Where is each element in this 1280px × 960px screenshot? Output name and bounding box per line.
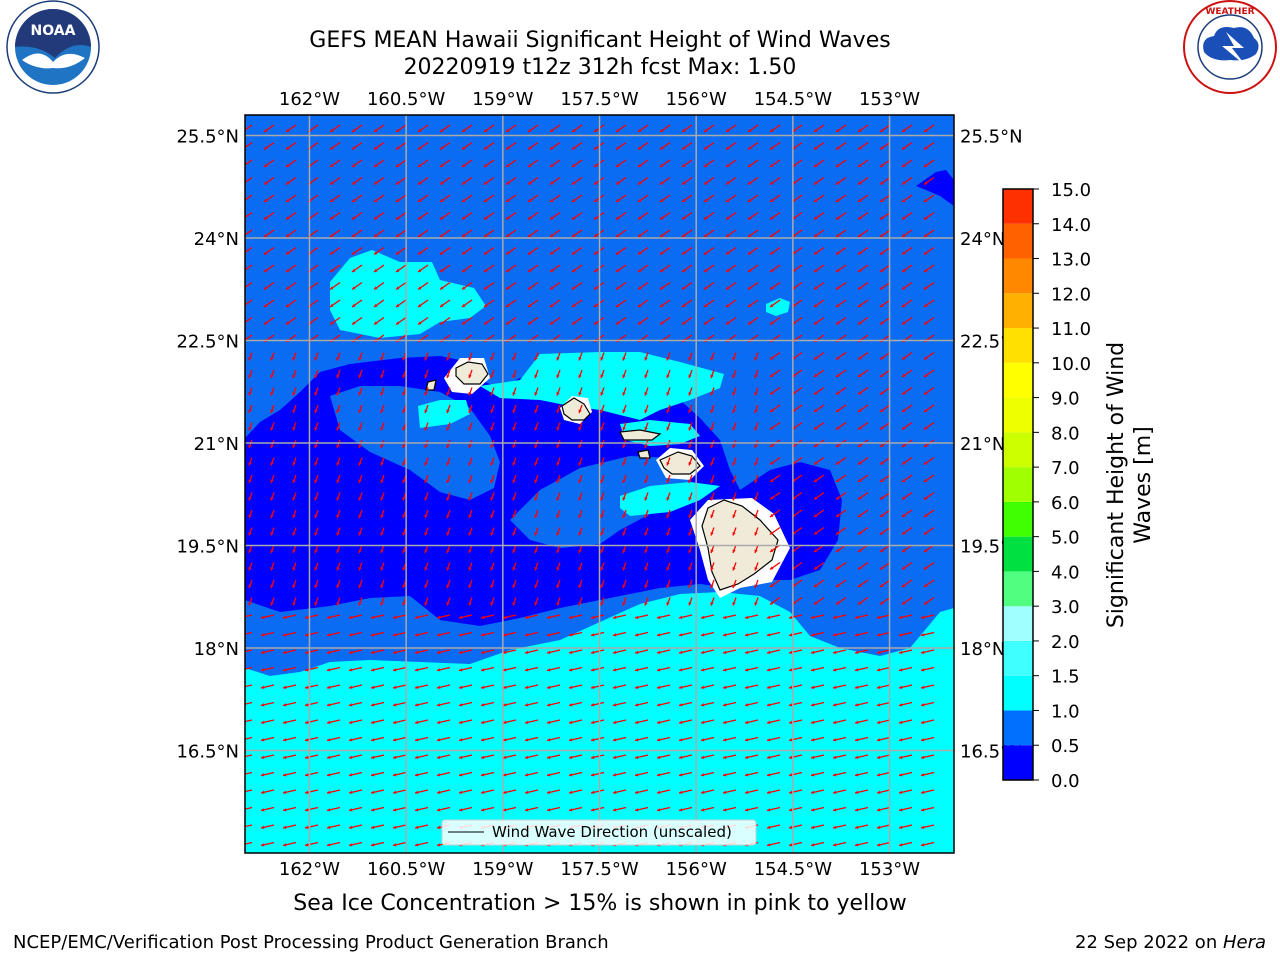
lon-label-top-5: 154.5°W — [754, 89, 833, 110]
colorbar-tick-15: 13.0 — [1051, 250, 1091, 271]
lon-label-bottom-2: 159°W — [472, 859, 533, 880]
wave-region-cyan-kauai-south — [418, 400, 470, 428]
colorbar-segment-9 — [1003, 432, 1033, 468]
colorbar-segment-8 — [1003, 467, 1033, 502]
colorbar-segment-4 — [1003, 606, 1033, 641]
wave-region-cyan-oahu — [480, 352, 724, 420]
colorbar-tick-17: 15.0 — [1051, 180, 1091, 201]
graticule — [245, 115, 954, 853]
wave-region-dark-blue-northeast — [916, 170, 954, 206]
chart-subtitle: 20220919 t12z 312h fcst Max: 1.50 — [403, 55, 797, 80]
colorbar-segment-1 — [1003, 710, 1033, 746]
lon-label-top-1: 160.5°W — [367, 89, 446, 110]
wave-region-cyan-kauai-north — [330, 250, 486, 338]
colorbar: 0.0 0.5 1.0 1.5 2.0 3.0 4.0 5.0 6.0 7.0 8.0 9.0 10.0… — [1002, 180, 1091, 792]
vector-legend: Wind Wave Direction (unscaled) — [441, 819, 757, 846]
colorbar-tick-0: 0.0 — [1051, 771, 1080, 792]
nws-logo: WEATHER — [1183, 0, 1277, 94]
footer-date: 22 Sep 2022 on Hera — [1075, 932, 1266, 953]
lon-label-bottom-0: 162°W — [279, 859, 340, 880]
colorbar-tick-1: 0.5 — [1051, 736, 1080, 757]
lon-label-bottom-3: 157.5°W — [560, 859, 639, 880]
wave-region-cyan-hawaii-west — [620, 482, 720, 516]
colorbar-label-line1: Significant Height of Wind — [1104, 342, 1129, 628]
lon-label-bottom-1: 160.5°W — [367, 859, 446, 880]
lon-label-top-3: 157.5°W — [560, 89, 639, 110]
colorbar-segment-5 — [1003, 571, 1033, 607]
footer-credit: NCEP/EMC/Verification Post Processing Pr… — [13, 932, 609, 953]
island-niihau — [425, 379, 437, 391]
island-oahu — [561, 397, 591, 421]
lon-label-top-4: 156°W — [666, 89, 727, 110]
colorbar-segment-15 — [1003, 223, 1033, 259]
colorbar-tick-6: 4.0 — [1051, 562, 1080, 583]
lon-label-top-6: 153°W — [859, 89, 920, 110]
island-kauai — [455, 361, 489, 385]
lon-label-bottom-6: 153°W — [859, 859, 920, 880]
colorbar-segment-10 — [1003, 397, 1033, 433]
colorbar-segment-3 — [1003, 640, 1033, 676]
lat-label-right-3: 21°N — [960, 434, 1005, 455]
footer-date-text: 22 Sep 2022 on — [1075, 932, 1223, 953]
colorbar-tick-7: 5.0 — [1051, 528, 1080, 549]
lat-label-left-5: 18°N — [194, 639, 239, 660]
colorbar-segment-16 — [1003, 189, 1033, 224]
colorbar-tick-12: 10.0 — [1051, 354, 1091, 375]
axis-tick-labels: 162°W 162°W 160.5°W 160.5°W 159°W 159°W 157.5°… — [176, 89, 1022, 880]
colorbar-segment-6 — [1003, 536, 1033, 572]
lon-label-top-2: 159°W — [472, 89, 533, 110]
colorbar-segment-13 — [1003, 293, 1033, 329]
noaa-logo-text: NOAA — [31, 23, 76, 39]
colorbar-segment-11 — [1003, 362, 1033, 398]
map-frame — [244, 114, 955, 854]
lat-label-right-1: 24°N — [960, 229, 1005, 250]
lat-label-left-4: 19.5°N — [176, 537, 239, 558]
colorbar-tick-13: 11.0 — [1051, 319, 1091, 340]
lat-label-left-0: 25.5°N — [176, 127, 239, 148]
colorbar-tick-14: 12.0 — [1051, 284, 1091, 305]
colorbar-tick-10: 8.0 — [1051, 423, 1080, 444]
lon-label-bottom-4: 156°W — [666, 859, 727, 880]
lat-label-left-3: 21°N — [194, 434, 239, 455]
chart-title: GEFS MEAN Hawaii Significant Height of W… — [309, 28, 891, 53]
noaa-logo: NOAA — [6, 0, 100, 94]
lat-label-right-5: 18°N — [960, 639, 1005, 660]
colorbar-tick-16: 14.0 — [1051, 215, 1091, 236]
colorbar-segment-0 — [1003, 745, 1033, 780]
colorbar-segment-14 — [1003, 258, 1033, 294]
lon-label-top-0: 162°W — [279, 89, 340, 110]
lon-label-bottom-5: 154.5°W — [754, 859, 833, 880]
footer-host: Hera — [1222, 932, 1266, 953]
lat-label-right-0: 25.5°N — [960, 127, 1023, 148]
vector-legend-label: Wind Wave Direction (unscaled) — [492, 823, 732, 841]
colorbar-tick-5: 3.0 — [1051, 597, 1080, 618]
colorbar-tick-9: 7.0 — [1051, 458, 1080, 479]
colorbar-segment-12 — [1003, 328, 1033, 363]
lat-label-left-1: 24°N — [194, 229, 239, 250]
lat-label-left-6: 16.5°N — [176, 742, 239, 763]
wave-region-cyan-northeast — [766, 298, 790, 316]
sea-ice-caption: Sea Ice Concentration > 15% is shown in … — [293, 891, 907, 916]
colorbar-tick-2: 1.0 — [1051, 701, 1080, 722]
island-lanai — [637, 449, 651, 459]
svg-text:WEATHER: WEATHER — [1205, 7, 1254, 17]
island-molokai — [619, 429, 662, 441]
colorbar-segment-7 — [1003, 501, 1033, 537]
colorbar-segment-2 — [1003, 675, 1033, 711]
colorbar-tick-4: 2.0 — [1051, 632, 1080, 653]
colorbar-tick-3: 1.5 — [1051, 667, 1080, 688]
colorbar-tick-11: 9.0 — [1051, 389, 1080, 410]
colorbar-tick-8: 6.0 — [1051, 493, 1080, 514]
lat-label-left-2: 22.5°N — [176, 332, 239, 353]
colorbar-label-line2: Waves [m] — [1131, 426, 1156, 543]
